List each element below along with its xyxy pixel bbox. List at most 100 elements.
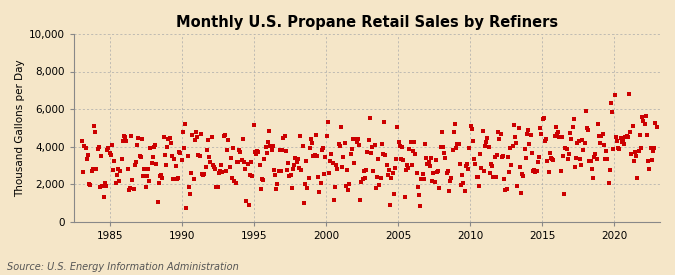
Point	[472, 174, 483, 179]
Point	[536, 132, 547, 136]
Point	[505, 146, 516, 150]
Point	[187, 132, 198, 137]
Point	[409, 140, 420, 145]
Point	[530, 170, 541, 174]
Point	[275, 169, 286, 173]
Point	[130, 163, 140, 167]
Point	[554, 134, 565, 139]
Point	[250, 152, 261, 156]
Point	[173, 150, 184, 155]
Point	[157, 176, 168, 180]
Point	[408, 148, 418, 153]
Point	[270, 172, 281, 177]
Point	[315, 181, 326, 186]
Point	[607, 110, 618, 114]
Point	[506, 163, 517, 167]
Point	[148, 145, 159, 150]
Point	[314, 190, 325, 194]
Point	[99, 181, 110, 185]
Point	[307, 140, 318, 145]
Point	[103, 145, 114, 150]
Point	[619, 142, 630, 147]
Point	[491, 153, 502, 158]
Point	[510, 135, 520, 139]
Point	[95, 185, 105, 189]
Point	[79, 144, 90, 148]
Point	[253, 150, 264, 154]
Point	[397, 145, 408, 150]
Point	[241, 199, 252, 203]
Point	[489, 155, 500, 160]
Point	[194, 154, 205, 158]
Point	[327, 161, 338, 166]
Point	[451, 145, 462, 150]
Point	[535, 126, 545, 130]
Point	[412, 185, 423, 189]
Point	[474, 184, 485, 188]
Point	[206, 135, 217, 139]
Point	[105, 153, 116, 157]
Point	[354, 143, 364, 147]
Point	[578, 148, 589, 152]
Point	[119, 133, 130, 138]
Point	[113, 167, 124, 171]
Point	[513, 126, 524, 130]
Point	[593, 134, 604, 138]
Point	[410, 152, 421, 157]
Point	[290, 156, 301, 160]
Point	[249, 150, 260, 155]
Point	[139, 167, 150, 172]
Point	[603, 181, 614, 185]
Point	[169, 157, 180, 161]
Point	[128, 186, 139, 191]
Point	[425, 164, 435, 168]
Point	[485, 162, 496, 166]
Point	[483, 145, 494, 149]
Point	[555, 169, 566, 173]
Point	[448, 148, 458, 152]
Point	[605, 101, 616, 105]
Point	[76, 139, 87, 143]
Point	[122, 167, 133, 171]
Point	[584, 158, 595, 163]
Point	[571, 156, 582, 160]
Point	[394, 140, 404, 144]
Point	[377, 152, 388, 156]
Point	[431, 158, 441, 162]
Point	[561, 147, 572, 151]
Point	[207, 163, 218, 167]
Point	[417, 172, 428, 177]
Point	[494, 136, 505, 141]
Point	[132, 143, 142, 148]
Point	[133, 136, 144, 140]
Point	[259, 157, 270, 162]
Point	[566, 137, 576, 141]
Point	[210, 166, 221, 171]
Point	[349, 160, 360, 165]
Point	[496, 155, 507, 160]
Point	[333, 142, 344, 147]
Point	[300, 182, 310, 186]
Point	[466, 126, 477, 131]
Point	[288, 166, 298, 171]
Point	[502, 155, 513, 159]
Point	[115, 169, 126, 174]
Point	[609, 93, 620, 97]
Point	[504, 170, 514, 174]
Point	[441, 170, 452, 175]
Point	[624, 92, 634, 96]
Point	[550, 125, 561, 129]
Point	[567, 125, 578, 130]
Point	[303, 176, 314, 180]
Point	[570, 165, 580, 169]
Point	[283, 160, 294, 165]
Point	[352, 137, 363, 141]
Point	[326, 152, 337, 156]
Title: Monthly U.S. Propane Retail Sales by Refiners: Monthly U.S. Propane Retail Sales by Ref…	[176, 15, 558, 30]
Point	[301, 159, 312, 164]
Point	[613, 146, 624, 150]
Point	[104, 151, 115, 155]
Point	[633, 149, 644, 153]
Point	[225, 156, 236, 160]
Point	[377, 142, 387, 146]
